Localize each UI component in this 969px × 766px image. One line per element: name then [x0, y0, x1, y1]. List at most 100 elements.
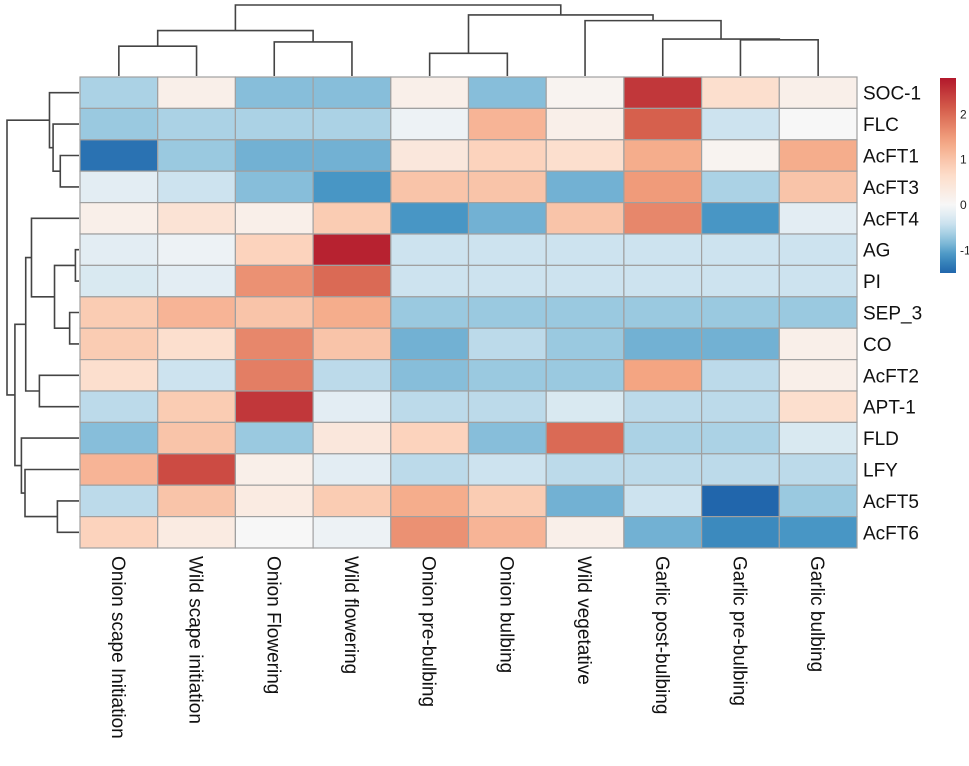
- heatmap-cell: [778, 233, 858, 266]
- heatmap-cell: [623, 296, 703, 329]
- heatmap-cell: [545, 76, 625, 109]
- heatmap-cell: [390, 453, 470, 486]
- heatmap-cell: [778, 484, 858, 518]
- heatmap-cell: [467, 139, 547, 172]
- heatmap-cell: [623, 76, 703, 109]
- heatmap-cell: [79, 76, 159, 109]
- row-label: SOC-1: [863, 84, 921, 105]
- heatmap-cell: [157, 359, 236, 392]
- dendrogram-branch: [53, 264, 76, 329]
- heatmap-cell: [390, 264, 470, 298]
- heatmap-cell: [79, 233, 159, 266]
- heatmap-cell: [467, 327, 547, 361]
- row-label: SEP_3: [863, 304, 922, 325]
- heatmap-cell: [390, 421, 470, 455]
- heatmap-cell: [157, 107, 236, 141]
- heatmap-cell: [545, 421, 625, 455]
- heatmap-cell: [234, 107, 314, 141]
- heatmap-cell: [623, 484, 703, 518]
- color-legend-bar: [940, 78, 956, 273]
- color-legend-tick-label: 2: [960, 107, 967, 121]
- column-label: Wild vegetative: [573, 556, 594, 685]
- heatmap-cell: [778, 202, 858, 235]
- heatmap-cell: [623, 233, 703, 266]
- heatmap-cell: [467, 202, 547, 235]
- heatmap-cell: [390, 233, 470, 266]
- heatmap-cell: [234, 264, 314, 298]
- column-labels: Onion scape Initiation Wild scape initiat…: [107, 556, 827, 739]
- dendrogram-branch: [74, 248, 79, 282]
- dendrogram-branch: [428, 52, 509, 76]
- dendrogram-branch: [739, 38, 819, 76]
- heatmap-cell: [390, 107, 470, 141]
- color-legend: -1 0 1 2: [940, 78, 969, 273]
- heatmap-cell: [312, 233, 392, 266]
- dendrogram-branch: [234, 4, 562, 31]
- heatmap-cell: [545, 139, 625, 172]
- heatmap-cell: [157, 170, 236, 204]
- heatmap-cell: [700, 359, 780, 392]
- column-label: Garlic pre-bulbing: [728, 556, 749, 706]
- heatmap-cell: [157, 515, 236, 549]
- row-label: LFY: [863, 461, 898, 482]
- heatmap-cell: [700, 202, 780, 235]
- row-label: FLC: [863, 115, 899, 136]
- column-label: Onion bulbing: [495, 556, 516, 673]
- row-label: AcFT1: [863, 147, 919, 168]
- heatmap-cell: [390, 296, 470, 329]
- heatmap-cell: [467, 390, 547, 423]
- heatmap-cell: [234, 484, 314, 518]
- heatmap-cell: [234, 515, 314, 549]
- heatmap-cell: [157, 327, 236, 361]
- heatmap-cell: [234, 202, 314, 235]
- heatmap-cell: [234, 139, 314, 172]
- heatmap-cell: [312, 484, 392, 518]
- dendrogram-branch: [68, 311, 79, 345]
- heatmap-cell: [778, 359, 858, 392]
- dendrogram-branch: [52, 123, 79, 172]
- color-legend-tick-label: -1: [960, 243, 969, 257]
- column-label: Onion scape Initiation: [107, 556, 128, 739]
- heatmap-cell: [390, 390, 470, 423]
- dendrogram-branch: [48, 91, 79, 149]
- dendrogram-branch: [661, 38, 781, 76]
- column-label: Garlic post-bulbing: [651, 556, 672, 714]
- heatmap-cell: [79, 421, 159, 455]
- heatmap-cell: [157, 296, 236, 329]
- heatmap-cell: [79, 515, 159, 549]
- column-dendrogram: [118, 4, 819, 76]
- heatmap-cell: [700, 515, 780, 549]
- heatmap-cell: [467, 233, 547, 266]
- heatmap-cell: [700, 390, 780, 423]
- heatmap-cell: [623, 359, 703, 392]
- heatmap-cell: [545, 233, 625, 266]
- heatmap-cell: [467, 453, 547, 486]
- dendrogram-branch: [20, 437, 79, 494]
- heatmap-cell: [79, 264, 159, 298]
- row-label: AG: [863, 241, 890, 262]
- heatmap-cell: [623, 453, 703, 486]
- heatmap-cell: [778, 170, 858, 204]
- heatmap-cell: [79, 327, 159, 361]
- heatmap-cell: [623, 139, 703, 172]
- row-label: CO: [863, 335, 892, 356]
- color-legend-tick-label: 1: [960, 153, 967, 167]
- heatmap-cell: [234, 327, 314, 361]
- heatmap-cell: [700, 233, 780, 266]
- heatmap-cell: [467, 107, 547, 141]
- dendrogram-branch: [118, 45, 198, 76]
- heatmap-cell: [700, 453, 780, 486]
- row-label: APT-1: [863, 398, 916, 419]
- heatmap-cell: [700, 296, 780, 329]
- row-dendrogram: [6, 91, 79, 534]
- heatmap-cell: [157, 233, 236, 266]
- heatmap-cell: [700, 264, 780, 298]
- heatmap-cell: [545, 484, 625, 518]
- heatmap-cell: [390, 359, 470, 392]
- heatmap-cell: [778, 264, 858, 298]
- heatmap-cell: [545, 170, 625, 204]
- row-label: AcFT2: [863, 366, 919, 387]
- heatmap-cell: [312, 515, 392, 549]
- dendrogram-branch: [14, 323, 26, 467]
- heatmap-cell: [157, 76, 236, 109]
